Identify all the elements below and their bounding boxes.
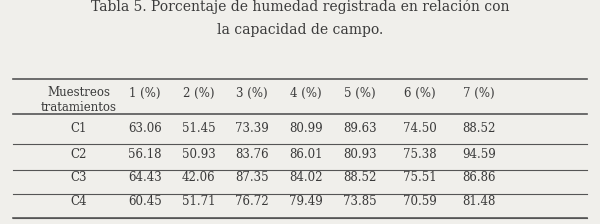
Text: 64.43: 64.43 [128, 171, 161, 184]
Text: 3 (%): 3 (%) [236, 87, 268, 100]
Text: 84.02: 84.02 [289, 171, 323, 184]
Text: 51.71: 51.71 [182, 195, 215, 208]
Text: 50.93: 50.93 [182, 147, 215, 161]
Text: C4: C4 [71, 195, 87, 208]
Text: 1 (%): 1 (%) [129, 87, 160, 100]
Text: 83.76: 83.76 [235, 147, 269, 161]
Text: 86.86: 86.86 [463, 171, 496, 184]
Text: 51.45: 51.45 [182, 122, 215, 135]
Text: 89.63: 89.63 [343, 122, 377, 135]
Text: 6 (%): 6 (%) [404, 87, 435, 100]
Text: 60.45: 60.45 [128, 195, 161, 208]
Text: 70.59: 70.59 [403, 195, 436, 208]
Text: 42.06: 42.06 [182, 171, 215, 184]
Text: 88.52: 88.52 [463, 122, 496, 135]
Text: 2 (%): 2 (%) [183, 87, 214, 100]
Text: 63.06: 63.06 [128, 122, 161, 135]
Text: C3: C3 [71, 171, 87, 184]
Text: 4 (%): 4 (%) [290, 87, 322, 100]
Text: 80.93: 80.93 [343, 147, 377, 161]
Text: 86.01: 86.01 [289, 147, 323, 161]
Text: C2: C2 [71, 147, 87, 161]
Text: Tabla 5. Porcentaje de humedad registrada en relación con: Tabla 5. Porcentaje de humedad registrad… [91, 0, 509, 14]
Text: C1: C1 [71, 122, 87, 135]
Text: 73.39: 73.39 [235, 122, 269, 135]
Text: 7 (%): 7 (%) [463, 87, 495, 100]
Text: 81.48: 81.48 [463, 195, 496, 208]
Text: 5 (%): 5 (%) [344, 87, 376, 100]
Text: la capacidad de campo.: la capacidad de campo. [217, 24, 383, 37]
Text: 94.59: 94.59 [462, 147, 496, 161]
Text: 87.35: 87.35 [235, 171, 269, 184]
Text: 56.18: 56.18 [128, 147, 161, 161]
Text: 75.38: 75.38 [403, 147, 436, 161]
Text: 75.51: 75.51 [403, 171, 436, 184]
Text: 74.50: 74.50 [403, 122, 436, 135]
Text: Muestreos
tratamientos: Muestreos tratamientos [41, 86, 117, 114]
Text: 80.99: 80.99 [289, 122, 323, 135]
Text: 76.72: 76.72 [235, 195, 269, 208]
Text: 79.49: 79.49 [289, 195, 323, 208]
Text: 88.52: 88.52 [343, 171, 376, 184]
Text: 73.85: 73.85 [343, 195, 377, 208]
